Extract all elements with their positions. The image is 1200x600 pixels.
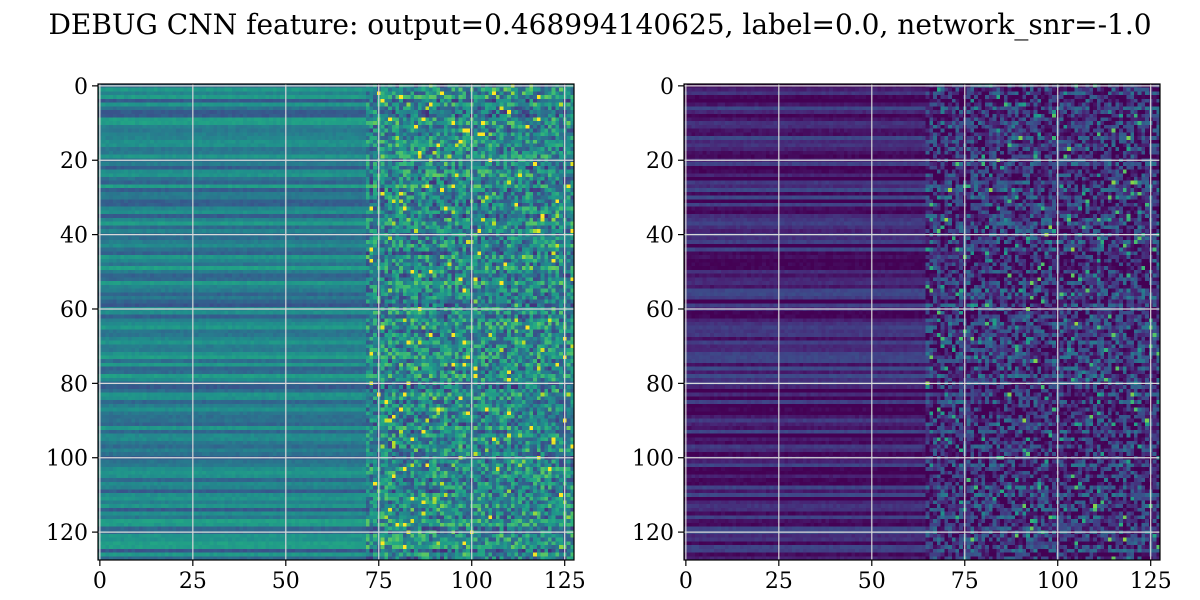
y-tick-label: 20 — [646, 149, 674, 174]
y-tick-label: 80 — [646, 372, 674, 397]
y-tick-label: 100 — [46, 447, 88, 472]
y-tick-label: 80 — [60, 372, 88, 397]
y-tick-label: 120 — [632, 521, 674, 546]
x-tick-label: 0 — [93, 569, 107, 594]
x-tick-label: 25 — [765, 569, 793, 594]
axes-frame — [683, 83, 1161, 561]
axes-frame — [97, 83, 575, 561]
x-tick-label: 0 — [679, 569, 693, 594]
y-tick-label: 120 — [46, 521, 88, 546]
x-tick-label: 125 — [1130, 569, 1172, 594]
figure-title: DEBUG CNN feature: output=0.468994140625… — [48, 8, 1151, 41]
x-tick-label: 100 — [1037, 569, 1079, 594]
y-tick-label: 60 — [60, 298, 88, 323]
y-tick-label: 40 — [60, 224, 88, 249]
x-tick-label: 75 — [951, 569, 979, 594]
x-tick-label: 25 — [179, 569, 207, 594]
x-tick-label: 125 — [544, 569, 586, 594]
y-tick-label: 0 — [74, 75, 88, 100]
heatmap-cells — [98, 84, 574, 560]
heatmap-cells — [684, 84, 1160, 560]
y-tick-label: 40 — [646, 224, 674, 249]
x-tick-label: 100 — [451, 569, 493, 594]
y-tick-label: 0 — [660, 75, 674, 100]
y-tick-label: 20 — [60, 149, 88, 174]
heatmap-panel-left: 0 25 50 75 100 125 0 20 40 60 80 100 120 — [46, 75, 586, 594]
y-tick-label: 60 — [646, 298, 674, 323]
y-tick-label: 100 — [632, 447, 674, 472]
x-tick-label: 50 — [272, 569, 300, 594]
x-tick-label: 75 — [365, 569, 393, 594]
heatmap-panel-right: 0 25 50 75 100 125 0 20 40 60 80 100 120 — [632, 75, 1172, 594]
x-tick-label: 50 — [858, 569, 886, 594]
